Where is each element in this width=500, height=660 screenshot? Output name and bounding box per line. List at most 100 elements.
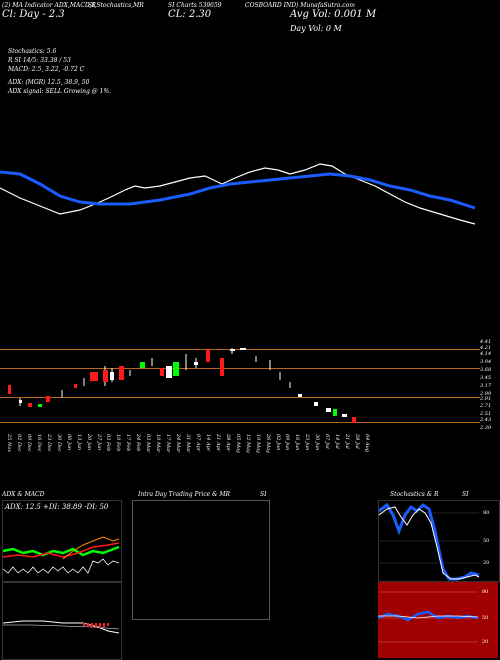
date-label: 10 Feb: [115, 434, 122, 452]
price-tick: 3.17: [480, 383, 492, 389]
price-tick: 2.71: [480, 403, 492, 409]
date-label: 23 Dec: [45, 434, 52, 452]
candle: [333, 409, 337, 416]
candle: [220, 358, 224, 376]
adx-value: ADX: (MGR) 12.5, 38.9, 50: [8, 79, 90, 86]
rsi-tick: 80: [482, 589, 489, 595]
moving-average-line: [0, 170, 476, 210]
stoch-panel-si: SI: [462, 491, 469, 498]
date-label: 23 Jun: [304, 434, 311, 451]
date-label: 13 Jan: [75, 434, 82, 451]
date-label: 06 Jan: [65, 434, 72, 451]
candle: [74, 384, 77, 388]
date-label: 20 Jan: [85, 434, 92, 451]
macd-value: MACD: 2.5, 3.22, -0.72 C: [8, 66, 85, 73]
intraday-panel: [132, 500, 270, 620]
price-line: [0, 163, 476, 225]
price-tick: 3.45: [480, 375, 492, 381]
date-label: 12 May: [244, 434, 251, 453]
adx-panel-values: ADX: 12.5 +DI: 38.89 -DI: 50: [5, 503, 109, 511]
date-label: 07 Jul: [324, 434, 331, 449]
adx-signal: ADX signal: SELL Growing @ 1%.: [8, 88, 112, 95]
date-axis: 25 Nov 02 Dec 09 Dec 16 Dec 23 Dec 30 Dec 06 J…: [0, 432, 480, 482]
date-label: 17 Mar: [165, 434, 172, 453]
rsi-chart: [378, 591, 479, 643]
date-label: 24 Mar: [175, 434, 182, 453]
header-indicator-label-2: SI,Stochastics,MR: [88, 2, 144, 9]
candle: [298, 394, 302, 397]
date-label: 14 Jul: [334, 434, 341, 449]
candle: [352, 417, 356, 423]
stochastics-chart: [379, 502, 480, 581]
price-tick: 4.41: [480, 339, 492, 345]
stoch-d-line: [379, 506, 480, 580]
date-label: 02 Dec: [15, 434, 22, 452]
date-label: 09 Dec: [25, 434, 32, 452]
candle: [166, 366, 172, 378]
candle: [103, 366, 108, 386]
adx-zigzag: [3, 558, 120, 574]
date-label: 03 Feb: [105, 434, 112, 452]
price-tick: 2.51: [480, 411, 492, 417]
price-tick: 4.21: [480, 345, 492, 351]
date-label: 04 Aug: [364, 434, 370, 452]
rsi-signal-line: [378, 615, 479, 619]
date-label: 16 Dec: [35, 434, 42, 452]
stoch-tick: 20: [483, 560, 490, 566]
date-label: 17 Feb: [125, 434, 132, 452]
adx-chart: [3, 536, 120, 574]
date-label: 03 Mar: [145, 434, 152, 453]
macd-histogram: [83, 623, 109, 628]
minus-di-line: [3, 542, 120, 558]
date-label: 16 Jun: [294, 434, 301, 451]
candle: [342, 414, 347, 417]
price-tick: 3.94: [480, 359, 492, 365]
date-label: 09 Jun: [284, 434, 291, 451]
date-label: 02 Jun: [274, 434, 281, 451]
rsi-value: R SI 14/5: 33.38 / 53: [8, 57, 71, 64]
candle: [173, 362, 179, 376]
candle: [90, 372, 98, 381]
price-tick: 2.99: [480, 391, 492, 397]
stoch-tick: 50: [483, 538, 490, 544]
date-label: 14 Apr: [204, 434, 211, 452]
candle: [230, 348, 235, 354]
date-label: 28 Apr: [224, 434, 231, 452]
header-charts-id: SI Charts 539659: [168, 2, 222, 9]
avg-volume: Avg Vol: 0.001 M: [290, 9, 377, 20]
price-tick: 2.43: [480, 417, 492, 423]
header-company: COSBOARD IND) MunafaSutra.com: [245, 2, 355, 9]
adx-panel: ADX: 12.5 +DI: 38.89 -DI: 50: [2, 500, 122, 582]
date-label: 07 Apr: [194, 434, 201, 452]
price-tick: 4.14: [480, 351, 492, 357]
adx-panel-title: ADX & MACD: [2, 491, 45, 498]
price-tick: 2.91: [480, 396, 492, 402]
intra-panel-title: Intra Day Trading Price & MR: [138, 491, 231, 498]
candle: [19, 398, 22, 406]
candle: [140, 362, 145, 368]
adx-line: [62, 536, 120, 560]
date-label: 28 Jul: [354, 434, 361, 449]
stoch-k-line: [379, 502, 480, 581]
stochastics-value: Stochastics: 5.6: [8, 48, 57, 55]
candle: [194, 358, 198, 368]
macd-panel: [2, 582, 122, 660]
moving-average-chart: [0, 163, 476, 225]
candle: [28, 403, 32, 407]
candle: [8, 385, 11, 394]
header-indicator-label: (2) MA Indicator ADX,MACD,R: [2, 2, 96, 9]
rsi-tick: 50: [482, 615, 489, 621]
signal-line: [3, 624, 120, 630]
day-volume: Day Vol: 0 M: [290, 24, 342, 33]
candle: [314, 402, 318, 406]
date-label: 30 Dec: [55, 434, 62, 452]
stochastics-panel: 80 50 20: [378, 500, 500, 582]
date-label: 26 May: [264, 434, 271, 453]
date-label: 05 May: [234, 434, 241, 453]
candle: [119, 366, 124, 380]
date-label: 24 Feb: [135, 434, 142, 452]
price-tick: 3.68: [480, 367, 492, 373]
stoch-tick: 80: [483, 510, 490, 516]
candlestick-chart: [8, 348, 356, 423]
close-price: CL: 2.30: [168, 9, 212, 20]
